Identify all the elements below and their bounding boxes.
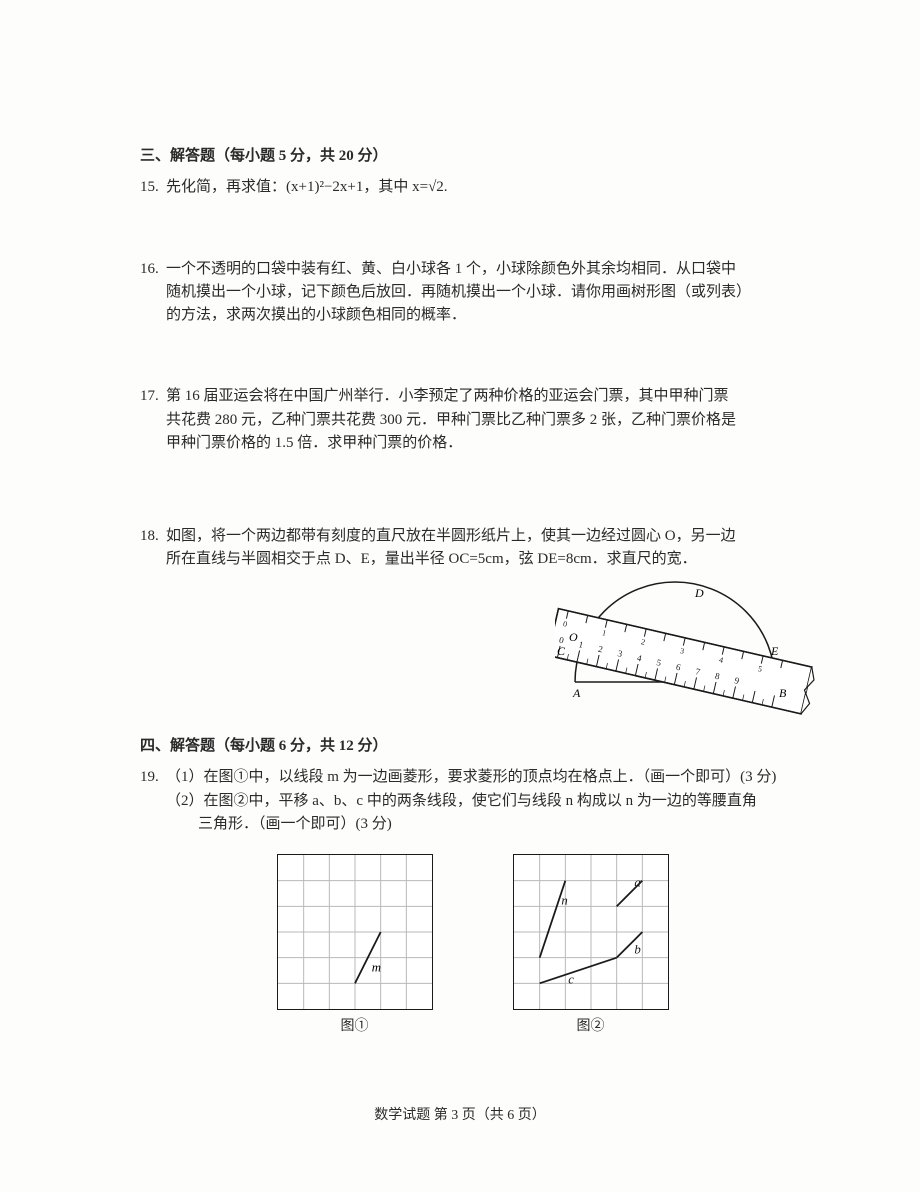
problem-19-num: 19. [140, 766, 166, 789]
figure-2-block: n a b c 图② [513, 854, 669, 1038]
problem-15: 15. 先化简，再求值：(x+1)²−2x+1，其中 x=√2. [140, 176, 805, 199]
problem-18-line1: 如图，将一个两边都带有刻度的直尺放在半圆形纸片上，使其一边经过圆心 O，另一边 [166, 525, 805, 548]
figure-2-caption: 图② [577, 1016, 605, 1038]
section-3-header: 三、解答题（每小题 5 分，共 20 分） [140, 145, 805, 168]
problem-15-text: 先化简，再求值：(x+1)²−2x+1，其中 x=√2. [166, 176, 805, 199]
problem-16: 16. 一个不透明的口袋中装有红、黄、白小球各 1 个，小球除颜色外其余均相同．… [140, 258, 805, 328]
label-b: b [634, 943, 641, 957]
label-O: O [569, 630, 578, 644]
problem-18: 18. 如图，将一个两边都带有刻度的直尺放在半圆形纸片上，使其一边经过圆心 O，… [140, 525, 805, 715]
label-A: A [572, 686, 581, 700]
label-n: n [561, 893, 567, 907]
label-c: c [568, 972, 574, 986]
label-m: m [371, 960, 380, 974]
problem-17-line3: 甲种门票价格的 1.5 倍．求甲种门票的价格． [166, 432, 805, 455]
problem-17-line1: 第 16 届亚运会将在中国广州举行．小李预定了两种价格的亚运会门票，其中甲种门票 [166, 385, 805, 408]
label-a: a [634, 876, 640, 890]
segment-n [539, 881, 565, 958]
problem-16-num: 16. [140, 258, 166, 281]
problem-19-part2b: 三角形．（画一个即可）(3 分) [198, 813, 805, 836]
page-footer: 数学试题 第 3 页（共 6 页） [0, 1105, 920, 1127]
section-4-header: 四、解答题（每小题 6 分，共 12 分） [140, 735, 805, 758]
problem-15-num: 15. [140, 176, 166, 199]
problem-17-line2: 共花费 280 元，乙种门票共花费 300 元．甲种门票比乙种门票多 2 张，乙… [166, 409, 805, 432]
problem-17-num: 17. [140, 385, 166, 408]
label-B: B [779, 686, 787, 700]
problem-16-line2: 随机摸出一个小球，记下颜色后放回．再随机摸出一个小球．请你用画树形图（或列表） [166, 281, 805, 304]
figure-1-caption: 图① [341, 1016, 369, 1038]
label-E: E [770, 644, 779, 658]
problem-16-line1: 一个不透明的口袋中装有红、黄、白小球各 1 个，小球除颜色外其余均相同．从口袋中 [166, 258, 805, 281]
problem-16-line3: 的方法，求两次摸出的小球颜色相同的概率． [166, 304, 805, 327]
figure-1-block: m 图① [277, 854, 433, 1038]
figure-2-grid: n a b c [513, 854, 669, 1010]
problem-19: 19. （1）在图①中，以线段 m 为一边画菱形，要求菱形的顶点均在格点上．（画… [140, 766, 805, 1037]
figure-1-grid: m [277, 854, 433, 1010]
ruler-semicircle-figure: 012 345 678 9 012 345 A B C D E O [555, 567, 815, 717]
problem-18-num: 18. [140, 525, 166, 548]
problem-17: 17. 第 16 届亚运会将在中国广州举行．小李预定了两种价格的亚运会门票，其中… [140, 385, 805, 455]
problem-19-part2a: （2）在图②中，平移 a、b、c 中的两条线段，使它们与线段 n 构成以 n 为… [166, 790, 805, 813]
problem-19-part1: （1）在图①中，以线段 m 为一边画菱形，要求菱形的顶点均在格点上．（画一个即可… [166, 766, 805, 789]
label-C: C [557, 644, 566, 658]
label-D: D [694, 586, 704, 600]
segment-c [539, 958, 616, 984]
